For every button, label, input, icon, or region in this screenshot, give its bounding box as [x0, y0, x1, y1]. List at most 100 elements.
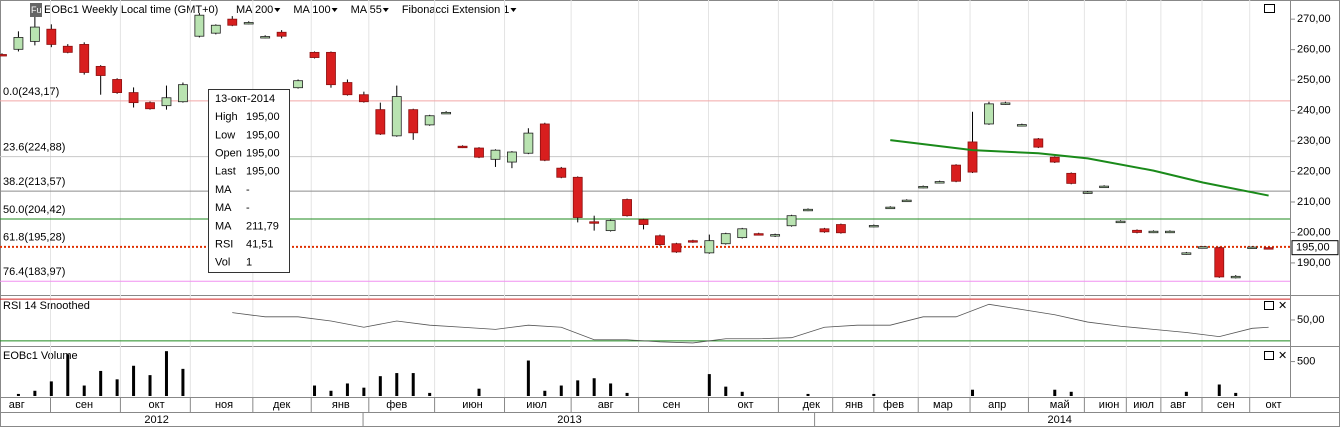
volume-bar [313, 385, 317, 396]
rsi-title: RSI 14 Smoothed [3, 300, 90, 312]
candle-body [161, 97, 172, 107]
candle-body [523, 132, 534, 154]
candle-body [358, 94, 369, 103]
window-button[interactable] [1264, 301, 1274, 310]
candle-body [1049, 156, 1060, 163]
volume-bar [806, 393, 810, 396]
candle-body [178, 84, 188, 103]
candle-body [95, 65, 106, 76]
x-tick-label: окт [1266, 399, 1282, 411]
close-button[interactable]: ✕ [1278, 300, 1287, 312]
volume-bar [329, 390, 333, 396]
candle-body [326, 51, 336, 86]
x-tick-label: окт [149, 399, 165, 411]
x-tick-label: дек [273, 399, 291, 411]
candle-body [786, 215, 797, 227]
last-price-label: 195,00 [1296, 242, 1330, 254]
volume-bar [543, 390, 547, 396]
candle-body [836, 224, 846, 234]
volume-bar [1234, 392, 1238, 396]
tooltip-value: - [246, 202, 250, 214]
x-tick-label: авг [1170, 399, 1186, 411]
candle-body [622, 199, 632, 217]
candle-body [687, 240, 698, 243]
candle-body [753, 233, 764, 236]
y-tick-label: 190,00 [1297, 257, 1331, 269]
tooltip-label: MA [215, 184, 232, 196]
volume-bar [740, 391, 744, 396]
y-tick-label: 250,00 [1297, 74, 1331, 86]
last-price-box [1291, 240, 1339, 256]
candle-body [1148, 230, 1159, 234]
y-tick-label: 200,00 [1297, 226, 1331, 238]
tooltip-value: 41,51 [246, 239, 274, 251]
y-tick-label: 50,00 [1297, 314, 1325, 326]
volume-bar [115, 379, 119, 396]
legend-entry: MA 55 [351, 4, 382, 16]
tooltip-value: 1 [246, 257, 252, 269]
x-tick-label: ноя [215, 399, 233, 411]
volume-bar [592, 378, 596, 396]
legend-entry: Fibonacci Extension 1 [402, 4, 510, 16]
candle-body [1197, 246, 1208, 249]
legend-entry: MA 100 [293, 4, 330, 16]
window-button[interactable] [1264, 351, 1274, 360]
candle-body [391, 96, 402, 137]
y-tick-label: 260,00 [1297, 44, 1331, 56]
candle-body [29, 26, 40, 42]
window-button[interactable] [1264, 4, 1275, 13]
volume-bar [16, 393, 20, 396]
y-tick-label: 500 [1297, 355, 1315, 367]
candle-body [770, 234, 781, 237]
x-tick-label: сен [663, 399, 681, 411]
volume-bar [378, 376, 382, 396]
tooltip-label: Low [215, 129, 235, 141]
volume-bar [132, 365, 136, 396]
candle-body [243, 22, 254, 25]
year-label: 2013 [557, 414, 581, 426]
volume-bar [576, 380, 580, 396]
candle-body [474, 147, 484, 158]
close-button[interactable]: ✕ [1278, 350, 1287, 362]
candle-body [1033, 138, 1044, 148]
tooltip-value: 195,00 [246, 166, 280, 178]
tooltip-date: 13-окт-2014 [215, 93, 275, 105]
candle-body [605, 220, 616, 232]
candle-body [309, 51, 320, 58]
tooltip-label: RSI [215, 239, 233, 251]
candle-body [276, 31, 287, 37]
legend-entry: MA 200 [236, 4, 273, 16]
candle-body [655, 235, 665, 246]
candle-body [457, 145, 468, 149]
x-tick-label: апр [988, 399, 1006, 411]
volume-bar [526, 360, 530, 396]
candle-body [589, 221, 600, 224]
x-tick-label: июл [526, 399, 547, 411]
candle-body [260, 36, 271, 39]
x-tick-label: сен [1217, 399, 1235, 411]
volume-bar [411, 373, 415, 396]
volume-bar [49, 381, 53, 396]
x-tick-label: авг [598, 399, 614, 411]
candle-body [293, 80, 303, 89]
candle-body [1132, 229, 1142, 233]
candle-body [951, 164, 961, 182]
volume-bar [395, 373, 399, 396]
candle-body [441, 111, 452, 115]
candle-body [1082, 191, 1093, 194]
candle-body [918, 186, 929, 189]
ma-line [890, 139, 1269, 197]
candle-body [194, 14, 205, 37]
candle-body [901, 199, 912, 203]
y-tick-label: 230,00 [1297, 135, 1331, 147]
dropdown-arrow [382, 8, 389, 12]
x-tick-label: июн [462, 399, 482, 411]
candle-body [819, 228, 830, 233]
candle-body [967, 141, 978, 173]
volume-bar [99, 370, 103, 396]
rsi-line [232, 303, 1269, 344]
candle-body [1263, 247, 1274, 250]
candle-body [1099, 185, 1110, 189]
candle-body [1247, 246, 1258, 249]
candle-body [638, 219, 649, 225]
